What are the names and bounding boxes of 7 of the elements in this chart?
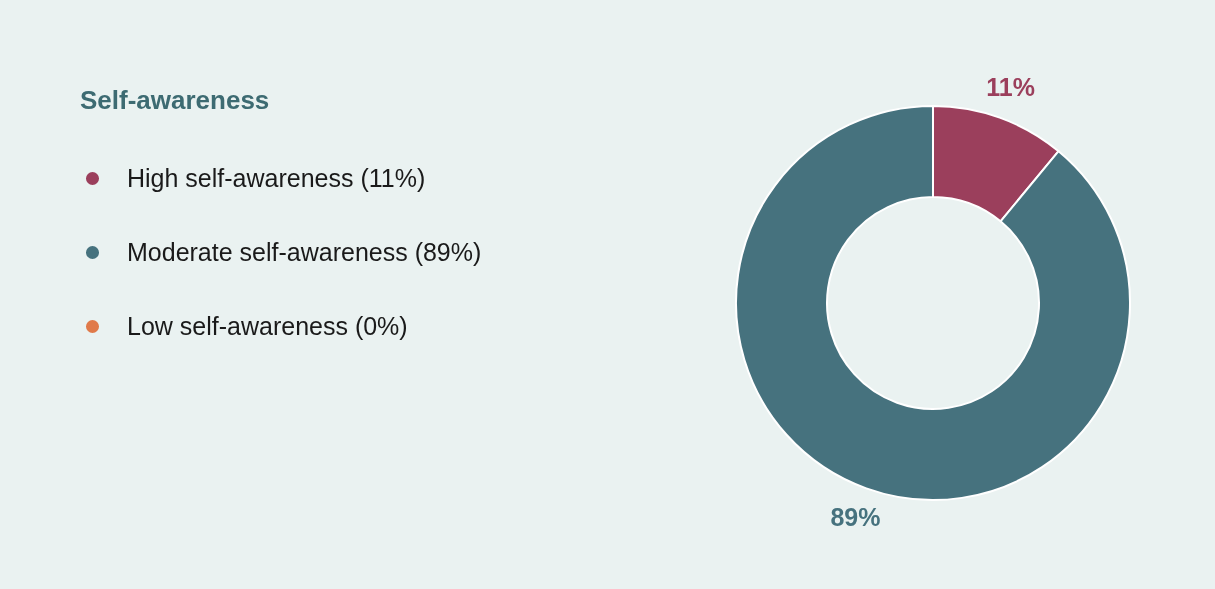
chart-title: Self-awareness <box>80 85 270 115</box>
donut-slice <box>735 105 1131 501</box>
legend-label: Moderate self-awareness (89%) <box>127 237 482 266</box>
legend-label: High self-awareness (11%) <box>127 163 426 192</box>
data-label: 11% <box>986 72 1035 101</box>
data-label: 89% <box>830 503 881 532</box>
legend-label: Low self-awareness (0%) <box>127 311 408 340</box>
